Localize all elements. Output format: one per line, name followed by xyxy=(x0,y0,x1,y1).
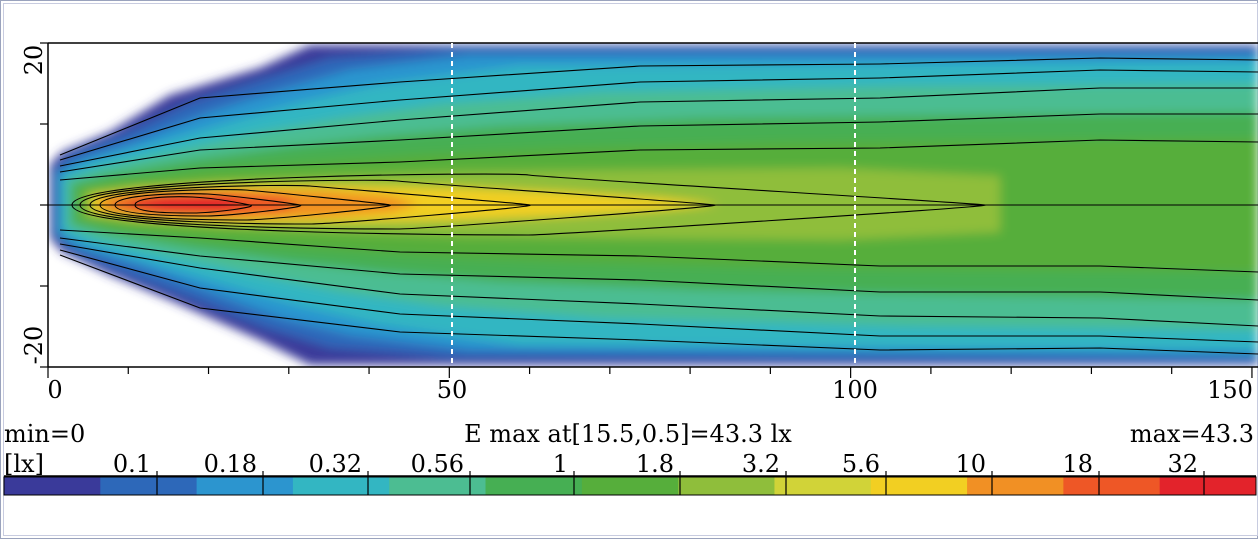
contour-line xyxy=(59,113,1258,173)
colorbar-tick-label: 18 xyxy=(1062,450,1093,478)
colorbar-tick-label: 10 xyxy=(955,450,986,478)
colorbar-tick-label: 3.2 xyxy=(742,450,780,478)
contour-line xyxy=(59,243,1258,327)
colorbar-segment xyxy=(1159,477,1257,495)
colorbar xyxy=(3,475,1257,496)
colorbar-tick-label: 32 xyxy=(1167,450,1198,478)
colorbar-tick-label: 0.32 xyxy=(309,450,362,478)
colorbar-segment xyxy=(100,477,198,495)
contour-lines xyxy=(59,57,1258,355)
colorbar-segment xyxy=(485,477,583,495)
x-axis-ticks xyxy=(47,367,1253,378)
contour-line xyxy=(59,237,1258,301)
chart-title: E max at[15.5,0.5]=43.3 lx xyxy=(464,420,792,448)
x-tick-label-50: 50 xyxy=(437,376,468,404)
colorbar-segment xyxy=(581,477,679,495)
colorbar-segment xyxy=(870,477,968,495)
min-label: min=0 xyxy=(4,420,85,448)
colorbar-segment xyxy=(196,477,294,495)
y-axis-ticks xyxy=(40,42,48,368)
colorbar-tick-label: 0.56 xyxy=(411,450,464,478)
colorbar-segment xyxy=(292,477,390,495)
x-tick-label-100: 100 xyxy=(832,376,878,404)
colorbar-tick-label: 1.8 xyxy=(636,450,674,478)
x-tick-label-0: 0 xyxy=(47,376,62,404)
colorbar-segment xyxy=(4,477,101,495)
colorbar-labels: 0.1 0.18 0.32 0.56 1 1.8 3.2 5.6 10 18 32 xyxy=(113,450,1205,495)
colorbar-segment xyxy=(1063,477,1161,495)
y-tick-label-20: 20 xyxy=(20,45,48,76)
colorbar-tick-label: 5.6 xyxy=(842,450,880,478)
contour-line xyxy=(59,249,1258,343)
contour-line xyxy=(59,254,1258,355)
y-tick-label-neg20: -20 xyxy=(20,326,48,365)
contour-line xyxy=(59,87,1258,167)
colorbar-segment xyxy=(389,477,487,495)
contour-line xyxy=(59,57,1258,156)
colorbar-segment xyxy=(678,477,775,495)
contour-line xyxy=(59,139,1258,181)
unit-label: [lx] xyxy=(4,450,44,478)
colorbar-tick-label: 0.18 xyxy=(204,450,257,478)
contour-line xyxy=(59,229,1258,273)
x-tick-label-150: 150 xyxy=(1207,376,1253,404)
colorbar-tick-label: 0.1 xyxy=(113,450,151,478)
max-label: max=43.3 xyxy=(1130,420,1254,448)
colorbar-tick-label: 1 xyxy=(553,450,568,478)
colorbar-border xyxy=(3,476,1257,496)
contour-line xyxy=(59,69,1258,161)
colorbar-segment xyxy=(774,477,872,495)
colorbar-segment xyxy=(967,477,1064,495)
